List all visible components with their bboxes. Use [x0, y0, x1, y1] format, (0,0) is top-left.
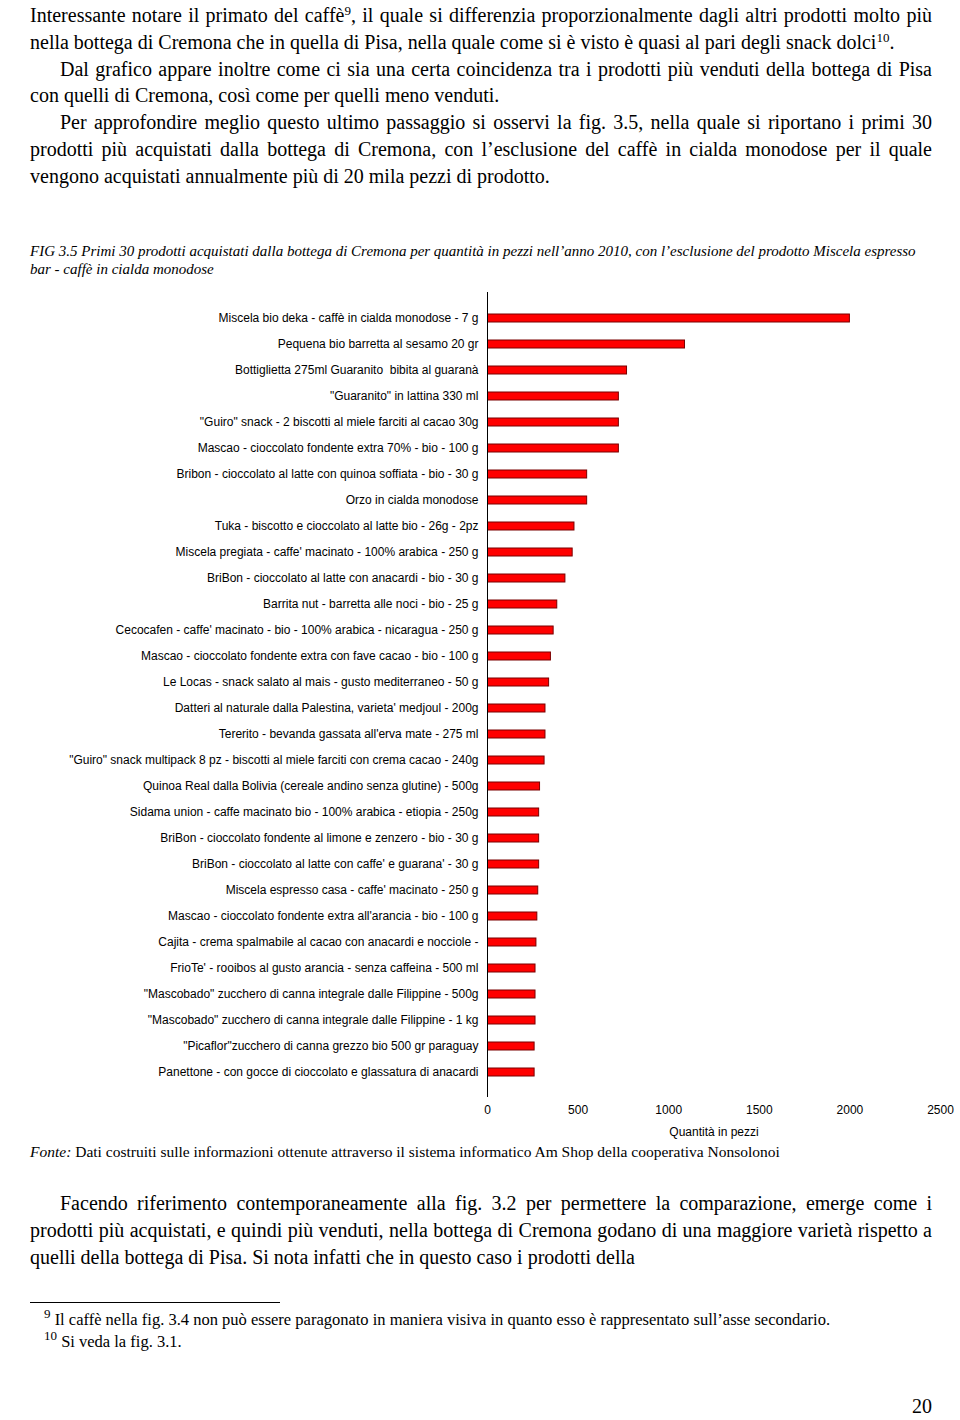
- svg-text:"Guaranito" in lattina 330 ml: "Guaranito" in lattina 330 ml: [330, 389, 479, 403]
- svg-text:2500: 2500: [927, 1103, 954, 1117]
- svg-text:Bottiglietta 275ml Guaranito: Bottiglietta 275ml Guaranito bibita al g…: [235, 363, 479, 377]
- html-text:20: 20: [912, 1395, 932, 1417]
- svg-text:Le Locas - snack salato al mai: Le Locas - snack salato al mais - gusto …: [163, 675, 479, 689]
- svg-text:500: 500: [568, 1103, 588, 1117]
- svg-text:Panettone - con gocce di ciocc: Panettone - con gocce di cioccolato e gl…: [158, 1065, 478, 1079]
- html-text:Per approfondire meglio questo: Per approfondire meglio questo ultimo pa…: [30, 111, 932, 187]
- svg-text:Mascao - cioccolato fondente e: Mascao - cioccolato fondente extra 70% -…: [198, 441, 479, 455]
- svg-text:"Mascobado" zucchero di canna: "Mascobado" zucchero di canna integrale …: [144, 987, 479, 1001]
- svg-text:Barrita nut - barretta alle no: Barrita nut - barretta alle noci - bio -…: [263, 597, 478, 611]
- svg-text:Sidama union - caffe macinato: Sidama union - caffe macinato bio - 100%…: [130, 805, 479, 819]
- svg-text:Bribon - cioccolato al latte c: Bribon - cioccolato al latte con quinoa …: [177, 467, 479, 481]
- svg-text:Tuka - biscotto e cioccolato a: Tuka - biscotto e cioccolato al latte bi…: [215, 519, 479, 533]
- svg-text:Miscela espresso casa - caffe': Miscela espresso casa - caffe' macinato …: [226, 883, 479, 897]
- svg-text:Mascao - cioccolato fondente e: Mascao - cioccolato fondente extra con f…: [141, 649, 479, 663]
- svg-text:Miscela pregiata - caffe' maci: Miscela pregiata - caffe' macinato - 100…: [176, 545, 479, 559]
- svg-text:Pequena bio barretta al sesamo: Pequena bio barretta al sesamo 20 gr: [278, 337, 479, 351]
- svg-text:0: 0: [484, 1103, 491, 1117]
- svg-text:Cajita - crema spalmabile al c: Cajita - crema spalmabile al cacao con a…: [158, 935, 478, 949]
- svg-text:"Guiro" snack - 2 biscotti al: "Guiro" snack - 2 biscotti al miele farc…: [200, 415, 479, 429]
- svg-text:FrioTe' - rooibos al gusto ara: FrioTe' - rooibos al gusto arancia - sen…: [170, 961, 478, 975]
- svg-text:Tererito - bevanda gassata all: Tererito - bevanda gassata all'erva mate…: [219, 727, 479, 741]
- svg-text:Quantità in pezzi: Quantità in pezzi: [669, 1125, 758, 1139]
- svg-text:"Picaflor"zucchero di canna gr: "Picaflor"zucchero di canna grezzo bio 5…: [183, 1039, 478, 1053]
- html-text:Facendo riferimento contempora: Facendo riferimento contemporaneamente a…: [30, 1192, 932, 1268]
- svg-text:"Guiro" snack multipack 8 pz -: "Guiro" snack multipack 8 pz - biscotti …: [69, 753, 478, 767]
- svg-text:BriBon - cioccolato al latte c: BriBon - cioccolato al latte con caffe' …: [192, 857, 479, 871]
- html-text:Interessante notare il primato: Interessante notare il primato del caffè…: [30, 3, 932, 53]
- html-text:Dal grafico appare inoltre com: Dal grafico appare inoltre come ci sia u…: [30, 57, 932, 107]
- svg-text:1000: 1000: [655, 1103, 682, 1117]
- html-text:Fonte: Dati costruiti sulle in: Fonte: Dati costruiti sulle informazioni…: [30, 1143, 780, 1160]
- svg-text:"Mascobado" zucchero di canna: "Mascobado" zucchero di canna integrale …: [148, 1013, 479, 1027]
- svg-text:Mascao - cioccolato fondente e: Mascao - cioccolato fondente extra all'a…: [168, 909, 478, 923]
- svg-text:Quinoa Real dalla Bolivia (cer: Quinoa Real dalla Bolivia (cereale andin…: [143, 779, 479, 793]
- svg-text:1500: 1500: [746, 1103, 773, 1117]
- svg-text:Cecocafen - caffe' macinato -: Cecocafen - caffe' macinato - bio - 100%…: [116, 623, 479, 637]
- html-text:9Il caffè nella fig. 3.4 non p: 9Il caffè nella fig. 3.4 non può essere …: [44, 1306, 830, 1329]
- svg-text:BriBon - cioccolato fondente a: BriBon - cioccolato fondente al limone e…: [160, 831, 478, 845]
- svg-text:Orzo in cialda monodose: Orzo in cialda monodose: [346, 493, 479, 507]
- svg-text:2000: 2000: [837, 1103, 864, 1117]
- html-text:FIG 3.5 Primi 30 prodotti acqu: FIG 3.5 Primi 30 prodotti acquistati dal…: [30, 243, 916, 277]
- svg-text:Miscela bio deka - caffè in ci: Miscela bio deka - caffè in cialda monod…: [219, 311, 479, 325]
- html-text:10Si veda la fig. 3.1.: 10Si veda la fig. 3.1.: [44, 1328, 182, 1351]
- svg-text:BriBon - cioccolato al latte c: BriBon - cioccolato al latte con anacard…: [207, 571, 478, 585]
- svg-text:Datteri al naturale dalla Pale: Datteri al naturale dalla Palestina, var…: [175, 701, 479, 715]
